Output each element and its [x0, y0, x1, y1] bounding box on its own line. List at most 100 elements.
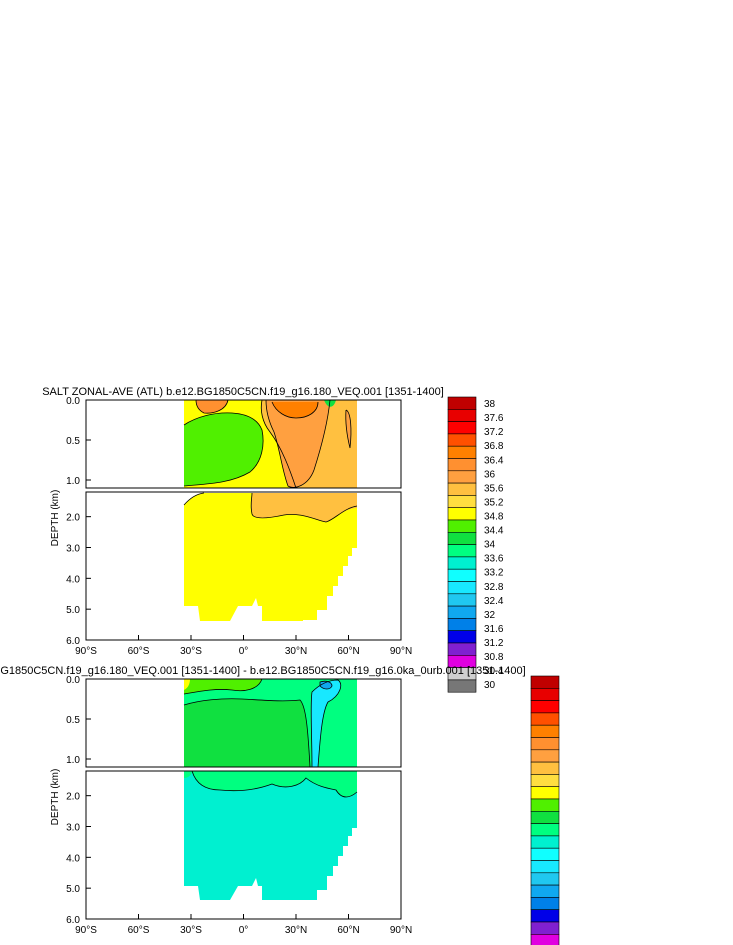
panel-1-lower-contours: [183, 492, 358, 523]
x-tick-label: 30°N: [285, 646, 307, 657]
panel-2-upper-frame: [85, 678, 402, 768]
mid-depth-green-tongue: [184, 412, 264, 486]
x-tick-label: 30°S: [180, 925, 202, 936]
colorbar-label: 32.8: [484, 582, 504, 593]
mid-darker-green: [184, 698, 310, 767]
colorbar-swatch: [447, 544, 477, 558]
y-tick-label: 3.0: [66, 544, 80, 555]
colorbar-swatch: [447, 556, 477, 570]
colorbar-swatch: [530, 724, 560, 738]
colorbar-label: 34.4: [484, 526, 504, 537]
x-tick-label: 60°S: [128, 925, 150, 936]
panel-1-yticks-upper: 0.0 0.5 1.0: [66, 396, 91, 487]
deep-aquamarine: [184, 771, 357, 900]
colorbar-swatch: [530, 860, 560, 874]
panel-1-yticks-lower: 2.0 3.0 4.0 5.0 6.0: [66, 513, 91, 647]
y-tick-label: 3.0: [66, 823, 80, 834]
panel-2-lower-contours: [191, 770, 358, 798]
panel-1-lower-fill: [184, 493, 357, 621]
colorbar-swatch: [530, 847, 560, 861]
colorbar-swatch: [447, 507, 477, 521]
colorbar-label: 36.4: [484, 455, 504, 466]
colorbar-swatch: [530, 712, 560, 726]
x-tick-label: 60°N: [337, 646, 359, 657]
x-tick-label: 60°S: [128, 646, 150, 657]
colorbar-label: 37.6: [484, 413, 504, 424]
panel-1-title: SALT ZONAL-AVE (ATL) b.e12.BG1850C5CN.f1…: [42, 386, 444, 398]
y-tick-label: 1.0: [66, 476, 80, 487]
colorbar-swatch: [447, 531, 477, 545]
colorbar-swatch: [530, 909, 560, 923]
colorbar-swatch: [530, 761, 560, 775]
deep-green-south-sliver: [184, 771, 192, 778]
colorbar-swatch: [447, 482, 477, 496]
panel-1-ylabel: DEPTH (km): [50, 490, 61, 547]
x-tick-label: 0°: [239, 925, 249, 936]
panel-2-colorbar: [530, 675, 560, 945]
colorbar-swatch: [530, 749, 560, 763]
x-tick-label: 90°N: [390, 925, 412, 936]
colorbar-swatch: [530, 835, 560, 849]
x-tick-label: 30°S: [180, 646, 202, 657]
panel-1-upper-frame: [85, 399, 402, 489]
panel-2-ylabel: DEPTH (km): [50, 769, 61, 826]
x-tick-label: 60°N: [337, 925, 359, 936]
deep-yellow-region: [184, 493, 357, 621]
colorbar-label: 34: [484, 540, 496, 551]
y-tick-label: 2.0: [66, 513, 80, 524]
y-tick-label: 0.0: [66, 396, 80, 407]
colorbar-swatch: [530, 933, 560, 945]
colorbar-swatch: [530, 675, 560, 689]
colorbar-label: 32.4: [484, 596, 504, 607]
colorbar-label: 30.8: [484, 652, 504, 663]
panel-1-colorbar: 38 37.6 37.2 36.8 36.4 36 35.6 35.2 34.8 34.4 34 33…: [447, 396, 504, 693]
colorbar-swatch: [447, 568, 477, 582]
x-tick-label: 90°S: [75, 925, 97, 936]
colorbar-swatch: [447, 445, 477, 459]
colorbar-swatch: [447, 470, 477, 484]
panel-2-yticks-lower: 2.0 3.0 4.0 5.0 6.0: [66, 792, 91, 926]
colorbar-swatch: [447, 605, 477, 619]
colorbar-label: 35.2: [484, 497, 504, 508]
y-tick-label: 0.5: [66, 436, 80, 447]
y-tick-label: 6.0: [66, 636, 80, 647]
panel-2-upper-fill: [184, 679, 357, 767]
colorbar-label: 33.6: [484, 554, 504, 565]
colorbar-swatch: [447, 396, 477, 410]
surface-yellow-spot: [184, 679, 190, 690]
colorbar-swatch: [530, 798, 560, 812]
y-tick-label: 0.0: [66, 675, 80, 686]
colorbar-swatch: [447, 642, 477, 656]
northern-blue-core: [320, 681, 332, 689]
panel-2-upper-contours: [183, 678, 342, 768]
panel-1: SALT ZONAL-AVE (ATL) b.e12.BG1850C5CN.f1…: [42, 386, 504, 693]
northern-cyan-plume: [311, 680, 341, 767]
colorbar-label: 36.8: [484, 441, 504, 452]
colorbar-swatch: [530, 810, 560, 824]
colorbar-swatch: [447, 581, 477, 595]
colorbar-swatch: [447, 519, 477, 533]
panel-2-xticks: 90°S 60°S 30°S 0° 30°N 60°N 90°N: [75, 914, 412, 936]
colorbar-swatch: [530, 897, 560, 911]
colorbar-label: 36: [484, 469, 496, 480]
colorbar-swatch: [447, 593, 477, 607]
deep-orange-north: [251, 493, 357, 522]
colorbar-label: 37.2: [484, 427, 504, 438]
panel-2-lower-fill: [184, 771, 357, 900]
panel-1-upper-contours: [183, 399, 352, 489]
colorbar-label: 31.2: [484, 638, 504, 649]
colorbar-swatch: [530, 687, 560, 701]
colorbar-swatch: [530, 786, 560, 800]
x-tick-label: 90°N: [390, 646, 412, 657]
colorbar-swatch: [530, 774, 560, 788]
colorbar-swatch: [447, 679, 477, 693]
colorbar-swatch: [447, 618, 477, 632]
y-tick-label: 5.0: [66, 884, 80, 895]
y-tick-label: 1.0: [66, 755, 80, 766]
colorbar-label: 33.2: [484, 568, 504, 579]
y-tick-label: 2.0: [66, 792, 80, 803]
colorbar-swatch: [447, 630, 477, 644]
colorbar-swatch: [530, 823, 560, 837]
colorbar-swatch: [530, 872, 560, 886]
y-tick-label: 0.5: [66, 715, 80, 726]
